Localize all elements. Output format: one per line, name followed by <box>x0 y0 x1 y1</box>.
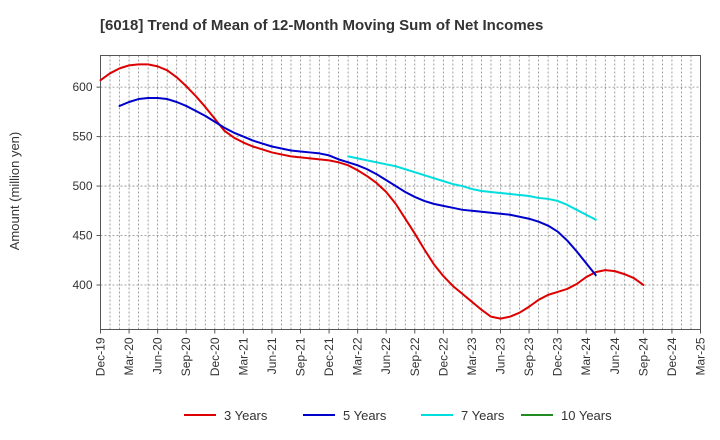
x-tick-label: Dec-22 <box>436 337 450 376</box>
x-tick-label: Jun-21 <box>265 337 279 374</box>
x-tick-label: Dec-23 <box>551 337 565 376</box>
legend-label-10-years: 10 Years <box>561 408 612 423</box>
x-tick-label: Sep-24 <box>636 337 650 376</box>
y-tick-label: 400 <box>72 278 92 292</box>
plot-area-frame <box>100 55 701 330</box>
legend-label-5-years: 5 Years <box>343 408 387 423</box>
grid-layer <box>100 55 701 330</box>
x-tick-label: Mar-24 <box>579 337 593 375</box>
y-tick-label: 450 <box>72 229 92 243</box>
series-layer <box>99 63 645 320</box>
chart-title: [6018] Trend of Mean of 12-Month Moving … <box>100 17 543 34</box>
y-tick-label: 550 <box>72 130 92 144</box>
x-tick-label: Sep-20 <box>179 337 193 376</box>
x-tick-label: Mar-22 <box>351 337 365 375</box>
x-tick-label: Jun-20 <box>151 337 165 374</box>
x-tick-label: Dec-20 <box>208 337 222 376</box>
legend-label-7-years: 7 Years <box>461 408 505 423</box>
y-tick-label: 500 <box>72 179 92 193</box>
x-tick-label: Jun-24 <box>608 337 622 374</box>
x-tick-label: Mar-25 <box>694 337 708 375</box>
x-tick-label: Dec-24 <box>665 337 679 376</box>
x-tick-label: Sep-23 <box>522 337 536 376</box>
axis-layer: 400 450 500 550 600 Dec-19 Mar-20 Jun-20 Sep-20 D… <box>72 80 707 376</box>
y-tick-label: 600 <box>72 80 92 94</box>
x-tick-label: Dec-21 <box>322 337 336 376</box>
x-tick-label: Sep-22 <box>408 337 422 376</box>
x-tick-label: Mar-20 <box>122 337 136 375</box>
x-tick-label: Jun-23 <box>494 337 508 374</box>
x-tick-label: Dec-19 <box>94 337 108 376</box>
x-tick-label: Mar-21 <box>236 337 250 375</box>
x-tick-label: Jun-22 <box>379 337 393 374</box>
legend-label-3-years: 3 Years <box>224 408 268 423</box>
series-line-3-years <box>99 63 645 320</box>
series-line-7-years <box>347 155 597 221</box>
y-axis-title: Amount (million yen) <box>7 132 22 251</box>
legend: 3 Years 5 Years 7 Years 10 Years <box>184 408 612 423</box>
x-tick-label: Sep-21 <box>294 337 308 376</box>
series-line-5-years <box>118 97 597 277</box>
x-tick-label: Mar-23 <box>465 337 479 375</box>
